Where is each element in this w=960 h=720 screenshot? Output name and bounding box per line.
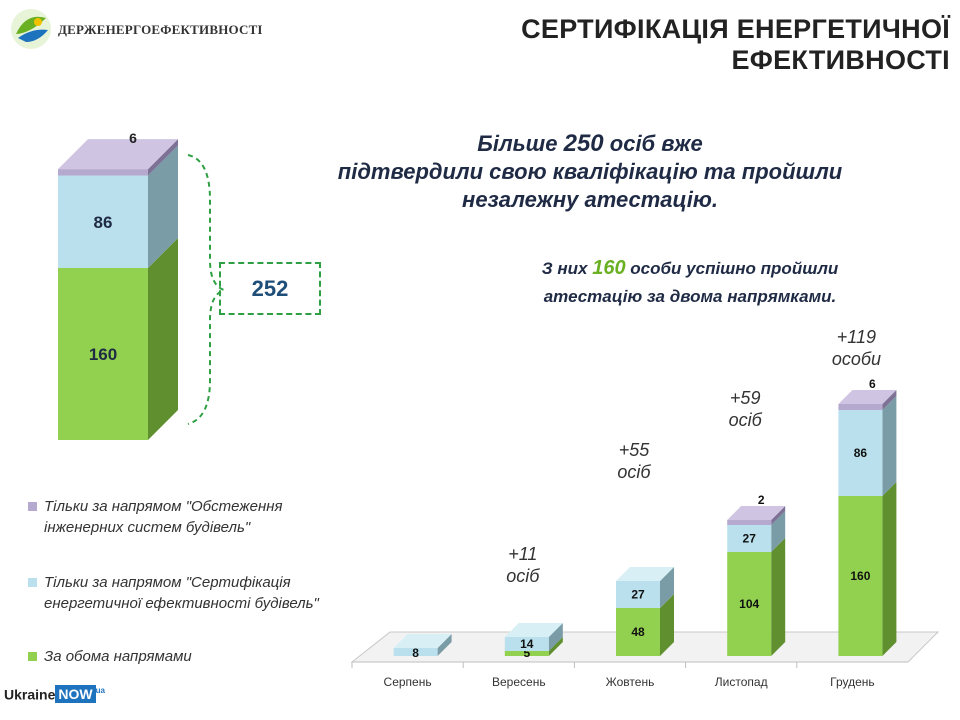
- total-value: 252: [251, 276, 289, 301]
- bar-4-seg-2-side: [882, 390, 897, 410]
- headline-text-1: Більше: [477, 131, 564, 156]
- bar-1-seg-0: [504, 651, 549, 656]
- bar-3-seg-1-side: [771, 511, 786, 552]
- left-bar-certification: [58, 175, 148, 268]
- brand-part-1: Ukraine: [4, 686, 56, 703]
- bar-label-3-1: 27: [743, 532, 757, 546]
- total-box: 252: [219, 262, 321, 315]
- brand-badge: ua: [95, 686, 105, 695]
- annotation-1-line-2: осіб: [617, 462, 651, 482]
- left-bar-survey-top: [58, 139, 178, 170]
- bar-4-seg-2-top: [838, 390, 897, 404]
- legend-item-survey: Тільки за напрямом "Обстеження інженерни…: [28, 496, 358, 538]
- bar-2-seg-1-side: [660, 567, 674, 608]
- page-title: СЕРТИФІКАЦІЯ ЕНЕРГЕТИЧНОЇ ЕФЕКТИВНОСТІ: [521, 14, 950, 75]
- bar-0-seg-1: [393, 648, 438, 656]
- bar-label-2-0: 48: [631, 625, 645, 639]
- total-brace: [187, 154, 227, 425]
- left-bar-label-survey: 6: [129, 130, 137, 146]
- bar-label-4-2: 6: [869, 377, 876, 391]
- bar-4-seg-1-side: [882, 396, 897, 496]
- subhead-text-2: особи успішно пройшли: [625, 259, 839, 278]
- legend-swatch-survey: [28, 502, 37, 511]
- brand-part-2: NOW: [55, 685, 96, 704]
- x-tick-label-2: Жовтень: [606, 675, 655, 689]
- left-bar-label-both: 160: [89, 345, 117, 364]
- left-bar-both-side: [148, 238, 178, 440]
- bar-1-seg-1: [504, 637, 549, 651]
- legend-swatch-both: [28, 652, 37, 661]
- x-tick-label-0: Серпень: [384, 675, 432, 689]
- bar-4-seg-0-side: [882, 482, 897, 656]
- annotation-3-line-2: особи: [832, 349, 881, 369]
- x-tick-label-3: Листопад: [715, 675, 768, 689]
- org-name: ДЕРЖЕНЕРГОЕФЕКТИВНОСТІ: [58, 22, 263, 37]
- bar-2-seg-1-top: [616, 567, 674, 581]
- bar-4-seg-2: [838, 404, 883, 410]
- bar-3-seg-1: [727, 525, 772, 552]
- bar-label-2-1: 27: [631, 588, 645, 602]
- subhead-number: 160: [592, 257, 626, 279]
- subhead: З них 160 особи успішно пройшли атестаці…: [470, 254, 910, 311]
- legend-label-certification: Тільки за напрямом "Сертифікація енергет…: [44, 574, 319, 612]
- bar-3-seg-2: [727, 520, 772, 525]
- annotation-0-line-1: +11: [508, 544, 537, 564]
- bar-4-seg-1: [838, 410, 883, 496]
- left-bar-label-certification: 86: [94, 213, 113, 232]
- footer-brand: Ukraine NOW ua: [4, 685, 105, 704]
- bar-0-seg-1-top: [393, 634, 452, 648]
- bar-2-seg-0-side: [660, 594, 674, 656]
- subhead-text-1: З них: [541, 259, 593, 278]
- annotation-2-line-1: +59: [730, 388, 761, 408]
- bar-label-4-1: 86: [854, 446, 868, 460]
- headline-line-2: підтвердили свою кваліфікацію та пройшли: [337, 159, 843, 184]
- logo: ДЕРЖЕНЕРГОЕФЕКТИВНОСТІ: [8, 6, 263, 54]
- annotation-0-line-2: осіб: [506, 566, 540, 586]
- legend-swatch-certification: [28, 578, 37, 587]
- bar-1-seg-1-side: [548, 623, 563, 651]
- bar-label-0-1: 8: [412, 646, 419, 660]
- annotation-3-line-1: +119: [837, 327, 876, 347]
- headline-text-2: осіб вже: [603, 131, 703, 156]
- bar-label-1-0: 5: [523, 646, 530, 660]
- left-bar-both: [58, 268, 148, 440]
- bar-label-3-2: 2: [758, 493, 765, 507]
- bar-1-seg-1-top: [504, 623, 563, 637]
- left-bar-survey-side: [148, 139, 178, 176]
- annotation-1-line-1: +55: [619, 440, 651, 460]
- leaf-logo-icon: [11, 9, 51, 49]
- annotation-2-line-2: осіб: [729, 410, 763, 430]
- left-bar-certification-side: [148, 145, 178, 268]
- legend-item-both: За обома напрямами: [28, 646, 192, 667]
- bar-3-seg-2-top: [727, 506, 786, 520]
- bar-2-seg-0: [616, 608, 660, 656]
- legend-item-certification: Тільки за напрямом "Сертифікація енергет…: [28, 572, 358, 614]
- bar-3-seg-0: [727, 552, 772, 656]
- bar-label-4-0: 160: [850, 569, 870, 583]
- bar-3-seg-0-side: [771, 538, 786, 656]
- x-tick-label-4: Грудень: [830, 675, 875, 689]
- headline-line-3: незалежну атестацію.: [462, 187, 718, 212]
- bar-4-seg-0: [838, 496, 883, 656]
- x-tick-label-1: Вересень: [492, 675, 546, 689]
- bar-3-seg-2-side: [771, 506, 786, 525]
- legend-label-both: За обома напрямами: [44, 648, 192, 665]
- bar-label-3-0: 104: [739, 597, 759, 611]
- headline: Більше 250 осіб вже підтвердили свою ква…: [290, 130, 890, 214]
- bar-1-seg-0-side: [548, 637, 563, 656]
- legend-label-survey: Тільки за напрямом "Обстеження інженерни…: [44, 498, 283, 536]
- left-bar-survey: [58, 169, 148, 176]
- bar-label-1-1: 14: [520, 637, 534, 651]
- bar-2-seg-1: [616, 581, 660, 608]
- headline-number: 250: [563, 130, 604, 157]
- subhead-line-2: атестацію за двома напрямками.: [543, 287, 837, 306]
- bar-0-seg-1-side: [437, 634, 452, 656]
